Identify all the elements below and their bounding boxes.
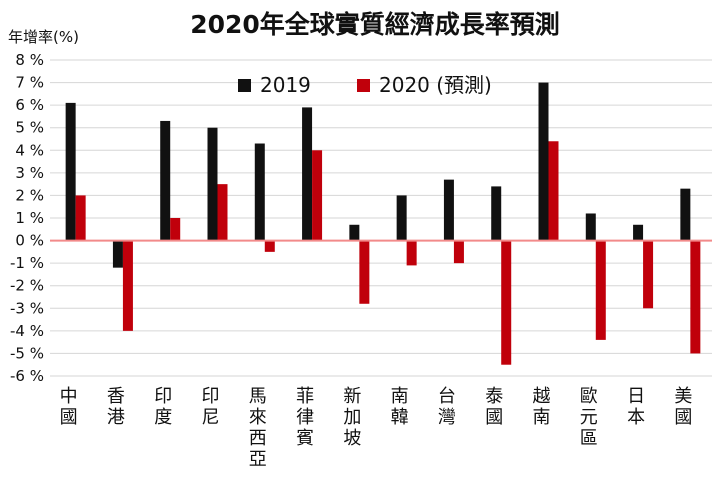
bar-2019-5 (302, 107, 313, 241)
bar-2019-11 (585, 213, 596, 241)
category-label: 南韓 (391, 386, 409, 428)
bar-2019-1 (112, 240, 123, 268)
y-tick-label: -4 % (10, 322, 44, 340)
bar-2019-9 (491, 186, 502, 241)
category-label: 日本 (627, 386, 645, 428)
y-tick-label: -1 % (10, 254, 44, 272)
y-tick-label: 8 % (15, 51, 44, 69)
bar-2020-9 (501, 240, 512, 365)
bar-2020-6 (359, 240, 370, 304)
bar-2020-8 (453, 240, 464, 264)
bar-2019-3 (207, 127, 218, 241)
bar-2020-1 (122, 240, 133, 331)
bar-2019-7 (396, 195, 407, 241)
bar-2019-10 (538, 82, 549, 241)
y-tick-label: -2 % (10, 277, 44, 295)
bar-2020-13 (690, 240, 701, 354)
category-label: 馬來西亞 (249, 386, 267, 470)
y-tick-label: 0 % (15, 232, 44, 250)
category-label: 香港 (107, 386, 125, 428)
bar-2019-13 (680, 188, 691, 241)
bar-2020-7 (406, 240, 417, 266)
bar-2019-6 (349, 224, 360, 241)
bar-2020-3 (217, 184, 228, 241)
bar-2020-5 (312, 150, 323, 241)
bar-2019-12 (633, 224, 644, 241)
chart-title: 2020年全球實質經濟成長率預測 (190, 10, 560, 39)
y-tick-label: -3 % (10, 299, 44, 317)
gridlines (50, 59, 712, 377)
legend-swatch-2020 (357, 79, 370, 92)
bar-2020-2 (170, 218, 181, 241)
category-label: 新加坡 (343, 386, 361, 449)
bar-2019-0 (65, 102, 76, 241)
category-label: 美國 (674, 386, 692, 428)
category-label: 菲律賓 (296, 386, 314, 449)
y-tick-labels: 8 % 7 % 6 % 5 % 4 % 3 % 2 % 1 % 0 % -1 % -2 % -3 % -… (10, 51, 44, 385)
bar-2020-11 (595, 240, 606, 340)
bar-2020-10 (548, 141, 559, 241)
legend-label: 2020 (預測) (379, 73, 492, 97)
legend-label: 2019 (260, 73, 311, 97)
bar-2020-12 (643, 240, 654, 309)
y-tick-label: 4 % (15, 141, 44, 159)
bar-2020-4 (264, 240, 275, 252)
category-label: 印尼 (202, 386, 220, 428)
y-tick-label: 5 % (15, 119, 44, 137)
legend: 2019 2020 (預測) (238, 73, 492, 97)
y-tick-label: 7 % (15, 74, 44, 92)
y-tick-label: 2 % (15, 186, 44, 204)
y-tick-label: 1 % (15, 209, 44, 227)
category-label: 台灣 (438, 386, 456, 428)
bar-2019-8 (443, 179, 454, 241)
y-axis-label: 年增率(%) (8, 28, 79, 46)
category-label: 歐元區 (580, 386, 598, 449)
y-tick-label: -6 % (10, 367, 44, 385)
category-label: 中國 (60, 386, 78, 428)
bar-2020-0 (75, 195, 86, 241)
y-tick-label: -5 % (10, 344, 44, 362)
y-tick-label: 6 % (15, 96, 44, 114)
bar-2019-4 (254, 143, 265, 241)
bars (65, 82, 701, 365)
bar-2019-2 (160, 120, 171, 241)
category-label: 泰國 (485, 386, 503, 428)
category-label: 印度 (154, 386, 172, 428)
category-label: 越南 (533, 386, 551, 428)
legend-swatch-2019 (238, 79, 251, 92)
y-tick-label: 3 % (15, 164, 44, 182)
